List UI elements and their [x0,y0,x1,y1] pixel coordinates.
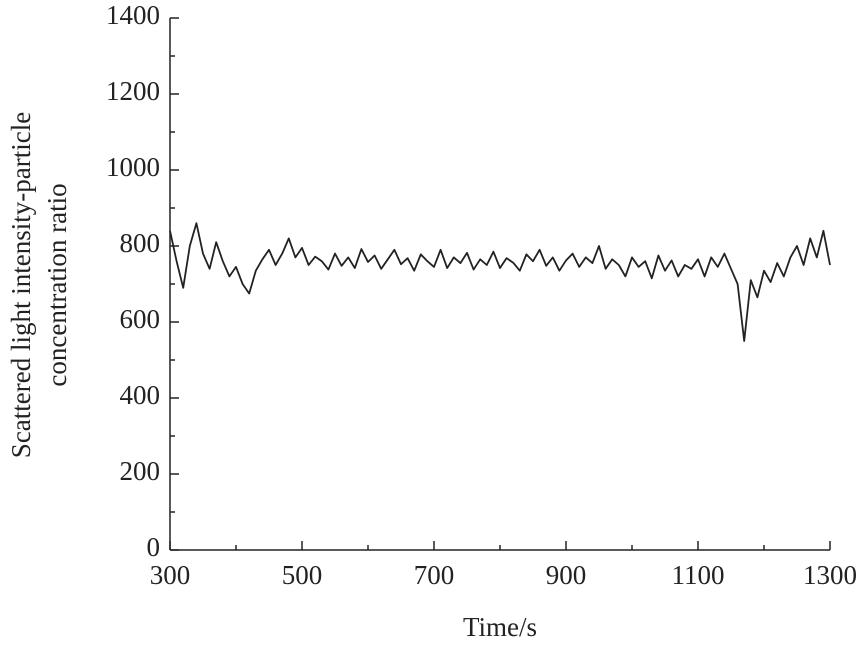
x-tick-label: 1300 [803,560,857,590]
y-tick-label: 1000 [106,152,160,182]
y-tick-label: 400 [120,380,161,410]
x-tick-label: 300 [150,560,191,590]
y-axis-label: concentration ratio [42,183,72,386]
y-tick-label: 0 [147,532,161,562]
y-tick-label: 600 [120,304,161,334]
y-tick-label: 800 [120,228,161,258]
x-tick-label: 700 [414,560,455,590]
y-axis-label: Scattered light intensity-particle [6,112,36,458]
x-tick-label: 1100 [672,560,725,590]
y-tick-label: 200 [120,456,161,486]
y-tick-label: 1400 [106,0,160,30]
x-axis-label: Time/s [463,612,537,642]
x-tick-label: 500 [282,560,323,590]
data-line [169,222,831,342]
y-tick-label: 1200 [106,76,160,106]
x-tick-label: 900 [546,560,587,590]
